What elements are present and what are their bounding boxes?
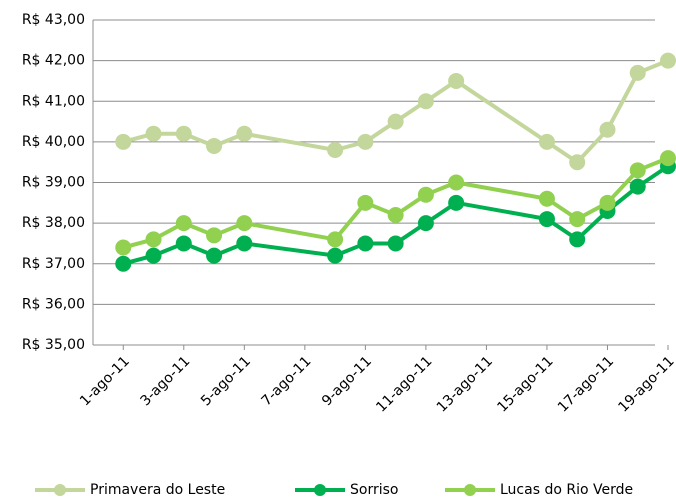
data-point <box>387 207 404 223</box>
series-line <box>122 58 669 165</box>
legend-marker <box>54 484 66 496</box>
data-point <box>538 190 555 207</box>
data-point <box>327 247 344 264</box>
data-point <box>236 215 253 232</box>
data-point <box>599 121 616 138</box>
data-point <box>206 227 223 244</box>
data-point <box>599 194 616 211</box>
data-point <box>115 133 132 150</box>
data-point <box>569 231 586 248</box>
x-tick-label: 13-ago-11 <box>434 353 496 415</box>
data-point <box>629 162 646 179</box>
y-tick-label: R$ 40,00 <box>22 134 85 150</box>
data-point <box>115 255 132 272</box>
data-point <box>357 194 374 211</box>
y-tick-label: R$ 35,00 <box>22 337 85 353</box>
data-point <box>417 93 434 110</box>
data-point <box>448 174 465 191</box>
y-tick-label: R$ 41,00 <box>22 93 85 109</box>
x-tick-label: 11-ago-11 <box>373 353 435 415</box>
data-point <box>236 125 253 142</box>
legend-label: Lucas do Rio Verde <box>500 482 633 498</box>
y-tick-label: R$ 38,00 <box>22 215 85 231</box>
data-point <box>660 150 676 167</box>
data-point <box>417 215 434 232</box>
x-tick-label: 7-ago-11 <box>259 353 315 409</box>
x-tick-label: 19-ago-11 <box>615 353 676 415</box>
series-line <box>122 156 669 250</box>
data-point <box>629 64 646 81</box>
data-point <box>448 72 465 89</box>
data-point <box>115 239 132 256</box>
data-point <box>538 133 555 150</box>
data-point <box>569 154 586 171</box>
data-point <box>206 247 223 264</box>
x-tick-label: 17-ago-11 <box>555 353 617 415</box>
data-point <box>175 215 192 232</box>
data-point <box>175 125 192 142</box>
data-point <box>145 231 162 248</box>
y-tick-label: R$ 43,00 <box>22 12 85 28</box>
legend-marker <box>314 484 326 496</box>
x-tick-label: 3-ago-11 <box>137 353 193 409</box>
data-point <box>327 231 344 248</box>
x-tick-label: 15-ago-11 <box>494 353 556 415</box>
data-point <box>175 235 192 252</box>
legend-label: Primavera do Leste <box>90 482 225 498</box>
data-point <box>206 137 223 154</box>
data-point <box>569 211 586 228</box>
data-point <box>145 247 162 264</box>
data-point <box>327 142 344 158</box>
legend-marker <box>464 484 476 496</box>
y-tick-label: R$ 39,00 <box>22 175 85 191</box>
data-point <box>357 133 374 150</box>
data-point <box>357 235 374 252</box>
legend-label: Sorriso <box>350 482 398 498</box>
y-tick-label: R$ 36,00 <box>22 296 85 312</box>
data-point <box>538 211 555 228</box>
data-point <box>145 125 162 142</box>
x-tick-label: 9-ago-11 <box>319 353 375 409</box>
x-tick-label: 1-ago-11 <box>77 353 133 409</box>
data-point <box>448 194 465 211</box>
y-tick-label: R$ 42,00 <box>22 53 85 69</box>
x-tick-label: 5-ago-11 <box>198 353 254 409</box>
data-point <box>236 235 253 252</box>
y-tick-label: R$ 37,00 <box>22 256 85 272</box>
data-point <box>417 186 434 203</box>
data-point <box>629 178 646 195</box>
data-point <box>660 52 676 69</box>
data-point <box>387 113 404 130</box>
data-point <box>387 235 404 252</box>
